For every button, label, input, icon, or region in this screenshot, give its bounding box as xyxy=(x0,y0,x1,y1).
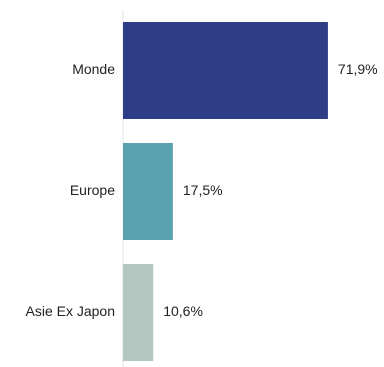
category-label: Monde xyxy=(72,61,115,77)
bar-asie-ex-japon xyxy=(123,264,154,361)
category-label: Asie Ex Japon xyxy=(26,303,116,319)
bar-europe xyxy=(123,143,173,240)
bar-monde xyxy=(123,22,328,119)
category-label: Europe xyxy=(70,182,115,198)
value-label: 17,5% xyxy=(183,182,223,198)
value-label: 10,6% xyxy=(163,303,203,319)
value-label: 71,9% xyxy=(338,61,378,77)
bars-group: Monde 71,9% Europe 17,5% Asie Ex Japon 10,6% xyxy=(26,22,378,361)
